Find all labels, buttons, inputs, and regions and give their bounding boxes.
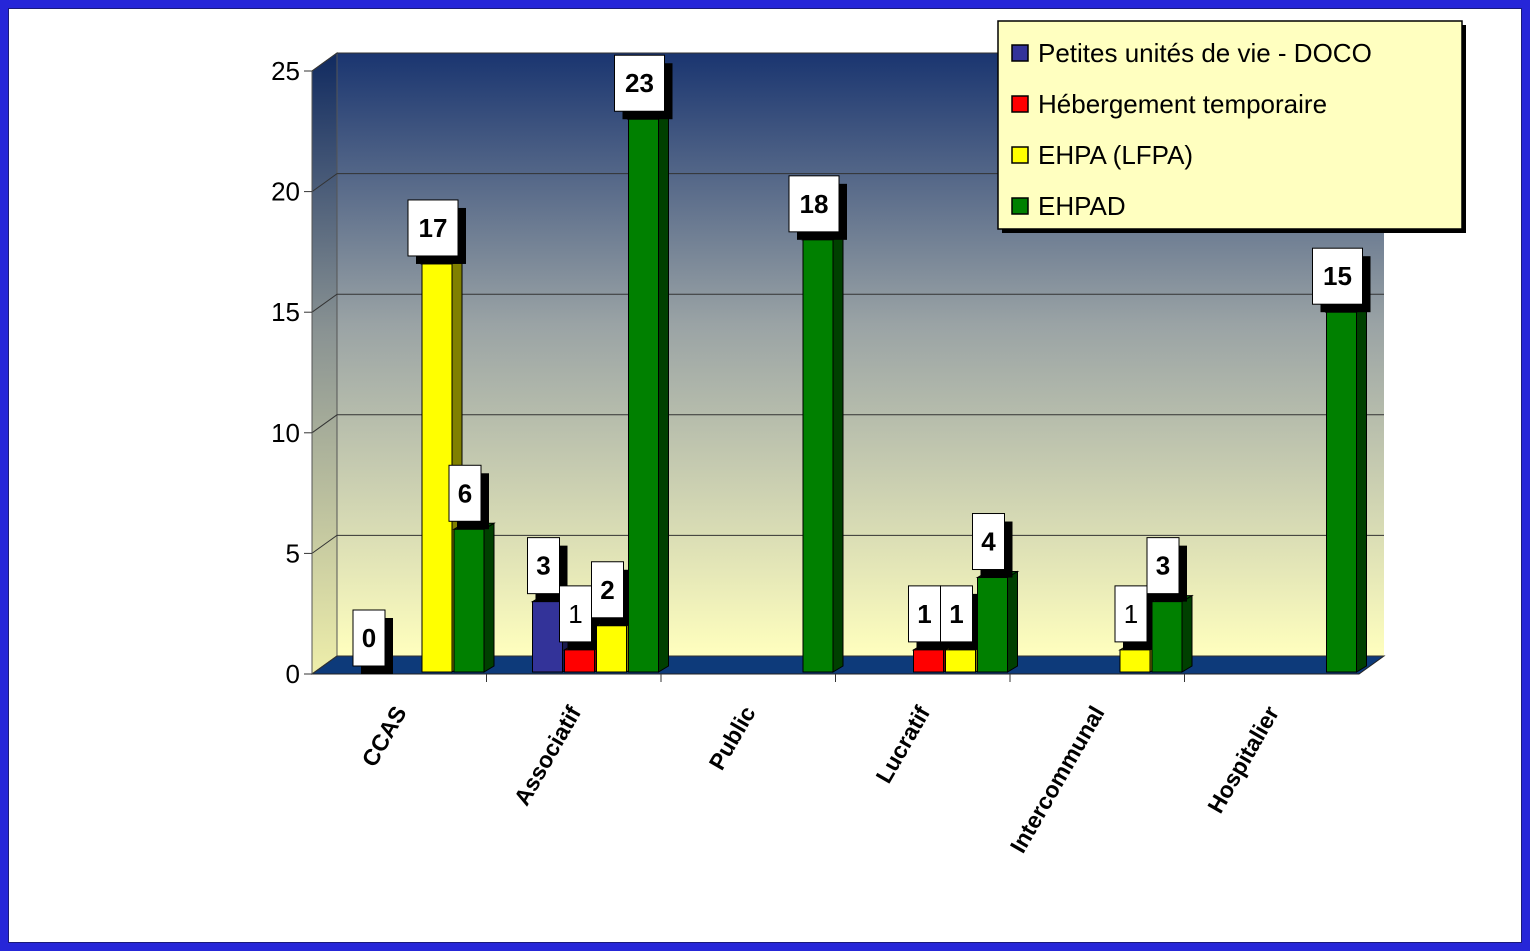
data-label-box <box>407 199 459 257</box>
data-label-box <box>614 54 665 112</box>
bar-side <box>832 232 844 673</box>
data-label: 1 <box>568 599 582 629</box>
data-label: 17 <box>419 213 448 243</box>
category-label: Lucratif <box>870 701 935 787</box>
data-label-box <box>352 609 386 667</box>
data-label-box <box>972 513 1005 571</box>
legend: Petites unités de vie - DOCO Hébergement … <box>997 20 1466 233</box>
data-label: 3 <box>1156 551 1170 581</box>
data-label: 6 <box>458 478 472 508</box>
bar <box>1326 311 1357 673</box>
legend-swatch <box>1011 146 1029 164</box>
data-label-box <box>527 537 560 595</box>
data-label: 4 <box>981 527 996 557</box>
data-label-box <box>908 585 941 643</box>
gridline <box>311 655 1384 675</box>
data-label-box <box>591 561 624 619</box>
category-label: CCAS <box>356 702 411 771</box>
gridline <box>311 534 1384 554</box>
bar <box>628 118 659 673</box>
category-label: Intercommunal <box>1005 702 1110 858</box>
bar-side <box>1007 570 1018 673</box>
bar-side <box>483 522 495 673</box>
legend-swatch <box>1011 44 1029 62</box>
legend-entry: EHPA (LFPA) <box>1038 140 1193 170</box>
bar <box>945 649 976 673</box>
data-label: 0 <box>362 623 376 653</box>
bar <box>532 601 563 673</box>
data-label: 15 <box>1323 261 1352 291</box>
gridline <box>311 414 1384 434</box>
category-label: Public <box>704 701 761 774</box>
category-label: Associatif <box>509 701 587 809</box>
bar-side <box>1181 594 1193 673</box>
data-label: 23 <box>625 68 654 98</box>
bar <box>453 528 485 673</box>
y-tick-label: 25 <box>271 56 300 86</box>
data-label: 18 <box>800 189 829 219</box>
legend-entry: EHPAD <box>1038 191 1126 221</box>
bar <box>977 577 1008 673</box>
bar <box>802 239 834 673</box>
data-label-box <box>1114 585 1148 643</box>
y-tick-label: 15 <box>271 297 300 327</box>
legend-entry: Hébergement temporaire <box>1038 89 1327 119</box>
bar <box>1119 649 1151 673</box>
y-tick-label: 0 <box>286 659 300 689</box>
data-label-box <box>940 585 973 643</box>
bar-side <box>658 112 669 673</box>
data-label: 3 <box>536 551 550 581</box>
side-wall <box>311 52 338 675</box>
data-label: 1 <box>949 599 963 629</box>
data-label-box <box>788 175 840 233</box>
bar <box>564 649 595 673</box>
y-tick-label: 10 <box>271 418 300 448</box>
data-label-box <box>559 585 592 643</box>
legend-entry: Petites unités de vie - DOCO <box>1038 38 1372 68</box>
bar <box>421 263 453 673</box>
x-axis: CCAS Associatif Public Lucratif Intercommuna… <box>356 674 1284 857</box>
data-label: 1 <box>917 599 931 629</box>
legend-box <box>997 20 1463 230</box>
legend-swatch <box>1011 197 1029 215</box>
bar <box>913 649 944 673</box>
gridline <box>311 293 1384 313</box>
y-axis: 0 5 10 15 20 25 <box>271 56 313 689</box>
bar-side <box>1356 305 1367 673</box>
y-tick-label: 20 <box>271 177 300 207</box>
data-label-box <box>448 464 482 522</box>
data-label: 1 <box>1124 599 1138 629</box>
legend-swatch <box>1011 95 1029 113</box>
category-label: Hospitalier <box>1202 701 1284 817</box>
chart-frame: 0 5 10 15 20 25 0 17 6 3 1 2 23 18 1 1 4 1 3 15 CCAS Associ… <box>8 8 1522 943</box>
bar <box>1151 601 1183 673</box>
data-label-box <box>1312 247 1363 305</box>
y-tick-label: 5 <box>286 538 300 568</box>
data-label: 2 <box>600 575 614 605</box>
data-label-box <box>1146 537 1180 595</box>
bar <box>596 625 627 673</box>
